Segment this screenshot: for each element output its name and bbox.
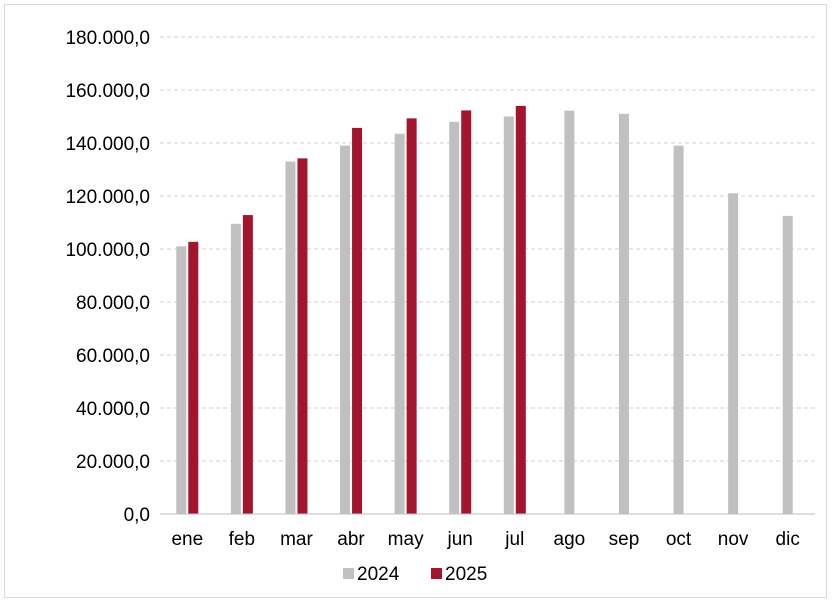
x-tick-label: ene xyxy=(171,529,203,550)
bar-2025-mar xyxy=(297,158,308,514)
bar-2024-ago xyxy=(564,110,575,515)
y-tick-label: 80.000,0 xyxy=(76,293,150,314)
bar-2024-sep xyxy=(618,113,629,514)
x-tick-label: nov xyxy=(718,529,749,550)
x-tick-label: oct xyxy=(666,529,692,550)
bar-2025-jul xyxy=(515,105,526,515)
bar-2025-ene xyxy=(188,241,199,514)
y-tick-label: 60.000,0 xyxy=(76,346,150,367)
legend-swatch-2024 xyxy=(343,568,354,579)
legend: 2024 2025 xyxy=(343,564,487,585)
bar-2025-may xyxy=(406,118,417,514)
y-tick-label: 140.000,0 xyxy=(65,134,150,155)
y-tick-label: 160.000,0 xyxy=(65,81,150,102)
legend-label-2024: 2024 xyxy=(357,564,400,585)
y-tick-label: 120.000,0 xyxy=(65,187,150,208)
y-tick-label: 0,0 xyxy=(124,505,150,526)
gridlines xyxy=(160,36,815,462)
x-tick-label: abr xyxy=(337,529,365,550)
x-tick-label: ago xyxy=(554,529,586,550)
x-tick-label: jun xyxy=(447,529,473,550)
x-tick-label: sep xyxy=(609,529,640,550)
legend-swatch-2025 xyxy=(431,568,442,579)
bar-2024-dic xyxy=(782,215,793,514)
bar-2025-jun xyxy=(461,110,472,514)
y-axis: 0,0 20.000,0 40.000,0 60.000,0 80.000,0 100.0… xyxy=(65,28,150,526)
bar-2024-ene xyxy=(176,246,187,514)
x-tick-label: mar xyxy=(280,529,313,550)
bar-2024-feb xyxy=(230,223,241,514)
x-tick-label: may xyxy=(388,529,424,550)
bar-2024-abr xyxy=(340,145,351,514)
x-tick-label: dic xyxy=(776,529,800,550)
bar-2024-jun xyxy=(449,121,460,515)
bar-2025-feb xyxy=(242,215,253,514)
bar-2024-may xyxy=(394,133,405,514)
x-axis: ene feb mar abr may jun jul ago sep oct nov dic xyxy=(160,513,815,550)
bar-2024-oct xyxy=(673,145,684,514)
bar-2024-nov xyxy=(728,193,739,514)
x-tick-label: jul xyxy=(504,529,524,550)
bars xyxy=(176,105,793,515)
y-tick-label: 100.000,0 xyxy=(65,240,150,261)
y-tick-label: 20.000,0 xyxy=(76,452,150,473)
y-tick-label: 40.000,0 xyxy=(76,399,150,420)
x-tick-label: feb xyxy=(229,529,255,550)
bar-2024-mar xyxy=(285,161,296,515)
chart-frame xyxy=(4,4,827,598)
legend-label-2025: 2025 xyxy=(445,564,487,585)
bar-2025-abr xyxy=(352,127,363,515)
bar-2024-jul xyxy=(503,116,514,514)
y-tick-label: 180.000,0 xyxy=(65,28,150,49)
